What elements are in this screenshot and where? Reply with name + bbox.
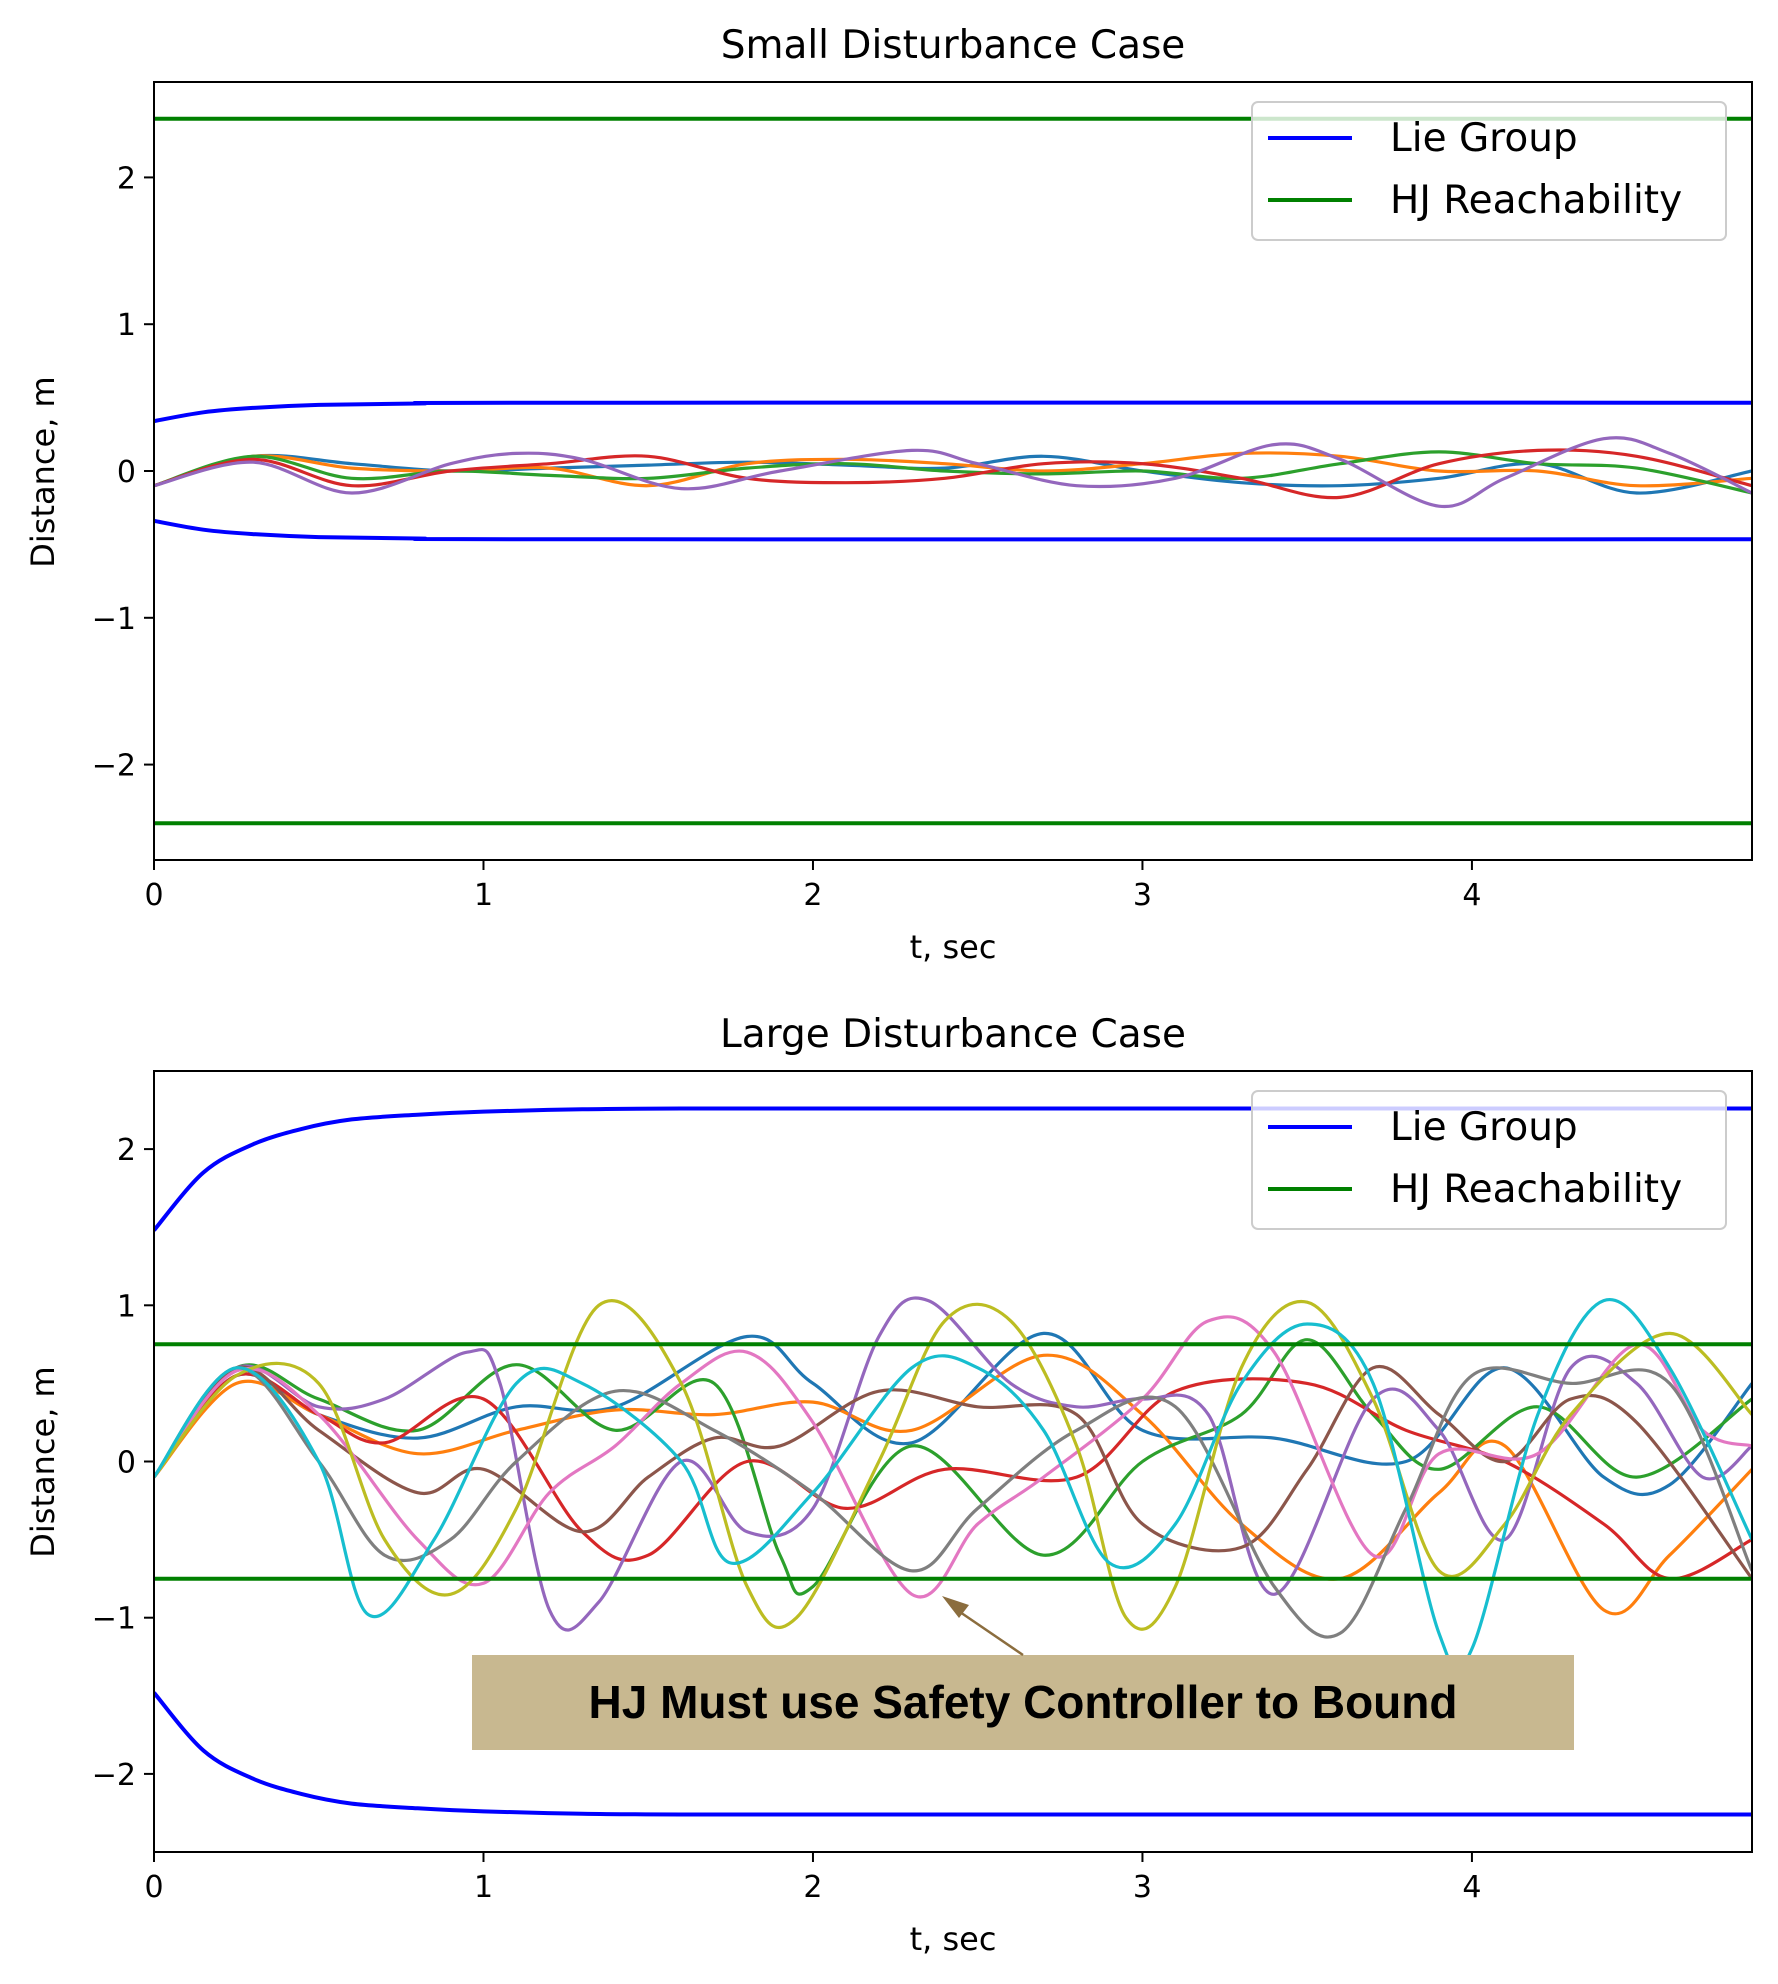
- trajectory-line-3: [154, 1338, 1752, 1596]
- chart-title: Small Disturbance Case: [721, 23, 1186, 68]
- annotation: HJ Must use Safety Controller to Bound: [472, 1596, 1574, 1750]
- y-tick-label: 0: [117, 455, 136, 490]
- annotation-text: HJ Must use Safety Controller to Bound: [589, 1676, 1458, 1728]
- y-tick-label: 2: [117, 1133, 136, 1168]
- y-tick-label: −2: [92, 1758, 136, 1793]
- y-axis-label: Distance, m: [24, 376, 62, 567]
- trajectory-line-3: [154, 450, 1752, 495]
- y-tick-label: 1: [117, 308, 136, 343]
- trajectory-line-5: [154, 1296, 1752, 1632]
- x-tick-label: 3: [1133, 1870, 1152, 1905]
- legend-label-hj-reachability: HJ Reachability: [1390, 178, 1682, 223]
- legend-label-lie-group: Lie Group: [1390, 116, 1578, 161]
- lie-group-bound-lower: [154, 1691, 1752, 1817]
- legend-box: [1251, 101, 1727, 241]
- legend-label-hj-reachability: HJ Reachability: [1390, 1167, 1682, 1212]
- plot-area-0: 0 1 2 3 4 −2 −1 0 1 2: [92, 81, 1753, 913]
- legend: Lie Group HJ Reachability: [1251, 101, 1727, 241]
- x-tick-label: 1: [474, 878, 493, 913]
- x-tick-label: 0: [144, 878, 163, 913]
- series-group: [154, 116, 1752, 826]
- x-tick-label: 3: [1133, 878, 1152, 913]
- trajectory-line-5: [154, 436, 1752, 509]
- legend-box: [1251, 1090, 1727, 1230]
- trajectory-line-2: [154, 451, 1752, 488]
- y-tick-label: 2: [117, 161, 136, 196]
- y-axis-label: Distance, m: [24, 1366, 62, 1557]
- x-tick-label: 0: [144, 1870, 163, 1905]
- annotation-arrowhead: [942, 1596, 969, 1618]
- legend-label-lie-group: Lie Group: [1390, 1105, 1578, 1150]
- chart-large-disturbance: 0 1 2 3 4 −2 −1 0 1 2 Large Disturbance Case t, s…: [24, 1012, 1753, 1958]
- annotation-arrow: [956, 1608, 1024, 1657]
- x-axis-label: t, sec: [910, 1920, 997, 1958]
- y-tick-label: −2: [92, 749, 136, 784]
- y-tick-label: −1: [92, 602, 136, 637]
- x-tick-label: 4: [1462, 1870, 1481, 1905]
- trajectory-line-6: [154, 1364, 1752, 1580]
- y-tick-label: 0: [117, 1446, 136, 1481]
- x-tick-label: 2: [803, 878, 822, 913]
- trajectory-line-8: [154, 1366, 1752, 1639]
- x-tick-label: 1: [474, 1870, 493, 1905]
- y-tick-label: −1: [92, 1602, 136, 1637]
- trajectory-line-7: [154, 1315, 1752, 1599]
- x-axis-label: t, sec: [910, 928, 997, 966]
- plot-area-1: 0 1 2 3 4 −2 −1 0 1 2: [92, 1070, 1753, 1905]
- trajectory-line-9: [154, 1299, 1752, 1631]
- legend: Lie Group HJ Reachability: [1251, 1090, 1727, 1230]
- chart-small-disturbance: 0 1 2 3 4 −2 −1 0 1 2 Small Disturbance Case t, s…: [24, 23, 1753, 966]
- x-tick-label: 2: [803, 1870, 822, 1905]
- x-tick-label: 4: [1462, 878, 1481, 913]
- chart-title: Large Disturbance Case: [720, 1012, 1186, 1057]
- y-tick-label: 1: [117, 1289, 136, 1324]
- series-group: [154, 1106, 1752, 1817]
- annotation-box: [472, 1655, 1574, 1750]
- lie-group-bound-upper: [154, 400, 1752, 424]
- lie-group-bound-upper: [154, 1106, 1752, 1232]
- lie-group-bound-lower: [154, 518, 1752, 542]
